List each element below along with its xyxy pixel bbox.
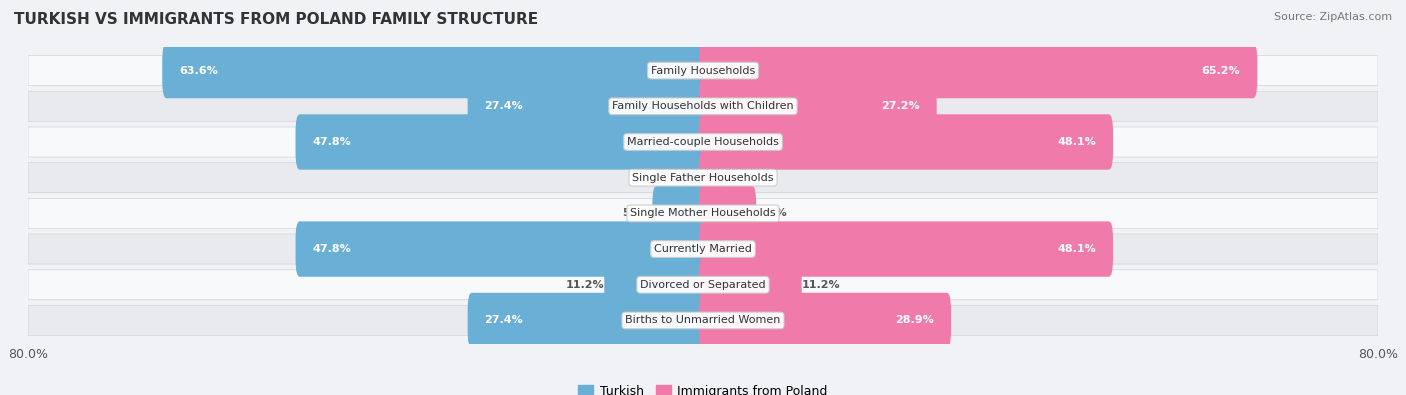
Text: 2.0%: 2.0% bbox=[724, 173, 755, 182]
FancyBboxPatch shape bbox=[28, 163, 1378, 193]
FancyBboxPatch shape bbox=[699, 186, 756, 241]
Text: 65.2%: 65.2% bbox=[1202, 66, 1240, 75]
FancyBboxPatch shape bbox=[605, 257, 707, 312]
Text: 11.2%: 11.2% bbox=[565, 280, 605, 290]
FancyBboxPatch shape bbox=[699, 222, 1114, 277]
FancyBboxPatch shape bbox=[28, 127, 1378, 157]
FancyBboxPatch shape bbox=[652, 186, 707, 241]
FancyBboxPatch shape bbox=[28, 91, 1378, 121]
FancyBboxPatch shape bbox=[28, 270, 1378, 300]
Text: 11.2%: 11.2% bbox=[801, 280, 841, 290]
Text: 27.2%: 27.2% bbox=[882, 101, 920, 111]
FancyBboxPatch shape bbox=[295, 222, 707, 277]
FancyBboxPatch shape bbox=[699, 293, 950, 348]
Text: Divorced or Separated: Divorced or Separated bbox=[640, 280, 766, 290]
Text: Single Mother Households: Single Mother Households bbox=[630, 209, 776, 218]
FancyBboxPatch shape bbox=[28, 198, 1378, 228]
FancyBboxPatch shape bbox=[28, 56, 1378, 86]
Text: Single Father Households: Single Father Households bbox=[633, 173, 773, 182]
Text: Source: ZipAtlas.com: Source: ZipAtlas.com bbox=[1274, 12, 1392, 22]
Text: Currently Married: Currently Married bbox=[654, 244, 752, 254]
Text: Family Households with Children: Family Households with Children bbox=[612, 101, 794, 111]
FancyBboxPatch shape bbox=[295, 114, 707, 169]
Text: 48.1%: 48.1% bbox=[1057, 244, 1097, 254]
Text: 28.9%: 28.9% bbox=[896, 316, 934, 325]
FancyBboxPatch shape bbox=[699, 114, 1114, 169]
Text: 5.8%: 5.8% bbox=[756, 209, 787, 218]
FancyBboxPatch shape bbox=[162, 43, 707, 98]
FancyBboxPatch shape bbox=[699, 79, 936, 134]
Text: 27.4%: 27.4% bbox=[485, 316, 523, 325]
Text: 63.6%: 63.6% bbox=[179, 66, 218, 75]
Text: TURKISH VS IMMIGRANTS FROM POLAND FAMILY STRUCTURE: TURKISH VS IMMIGRANTS FROM POLAND FAMILY… bbox=[14, 12, 538, 27]
FancyBboxPatch shape bbox=[28, 305, 1378, 335]
Text: Births to Unmarried Women: Births to Unmarried Women bbox=[626, 316, 780, 325]
FancyBboxPatch shape bbox=[28, 234, 1378, 264]
Text: Family Households: Family Households bbox=[651, 66, 755, 75]
Text: 5.5%: 5.5% bbox=[621, 209, 652, 218]
FancyBboxPatch shape bbox=[699, 257, 801, 312]
Text: 27.4%: 27.4% bbox=[485, 101, 523, 111]
Text: 47.8%: 47.8% bbox=[312, 137, 352, 147]
Text: Married-couple Households: Married-couple Households bbox=[627, 137, 779, 147]
FancyBboxPatch shape bbox=[468, 79, 707, 134]
FancyBboxPatch shape bbox=[468, 293, 707, 348]
FancyBboxPatch shape bbox=[699, 150, 724, 205]
Text: 47.8%: 47.8% bbox=[312, 244, 352, 254]
FancyBboxPatch shape bbox=[682, 150, 707, 205]
Legend: Turkish, Immigrants from Poland: Turkish, Immigrants from Poland bbox=[574, 380, 832, 395]
Text: 2.0%: 2.0% bbox=[651, 173, 682, 182]
Text: 48.1%: 48.1% bbox=[1057, 137, 1097, 147]
FancyBboxPatch shape bbox=[699, 43, 1257, 98]
